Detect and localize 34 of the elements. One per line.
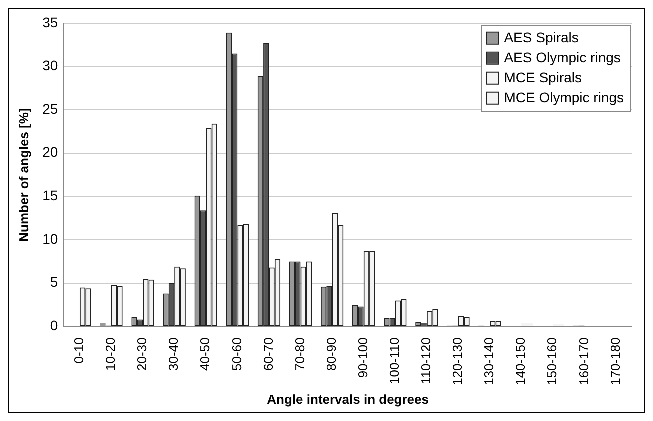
x-tick-label: 60-70 — [260, 338, 276, 371]
x-tick-label: 160-170 — [576, 338, 592, 386]
x-tick-label: 30-40 — [166, 338, 182, 371]
bar — [100, 323, 106, 326]
y-axis-title: Number of angles [%] — [16, 108, 32, 242]
legend-label: AES Spirals — [504, 29, 579, 46]
legend-label: MCE Olympic rings — [504, 89, 624, 106]
x-tick-label: 70-80 — [292, 338, 308, 371]
y-tick-label: 10 — [42, 230, 58, 247]
x-tick-label: 110-120 — [418, 338, 434, 384]
x-tick-label: 40-50 — [198, 338, 213, 371]
y-tick-label: 25 — [42, 100, 58, 117]
x-tick-label: 120-130 — [450, 338, 466, 386]
x-tick-label: 170-180 — [608, 338, 623, 386]
legend-label: MCE Spirals — [504, 69, 582, 86]
y-tick-label: 20 — [42, 144, 58, 160]
x-tick-label: 90-100 — [355, 338, 370, 378]
x-tick-label: 20-30 — [134, 338, 150, 371]
x-axis-title: Angle intervals in degrees — [267, 392, 430, 407]
x-tick-label: 80-90 — [324, 338, 339, 371]
x-tick-label: 50-60 — [229, 338, 244, 371]
y-tick-label: 0 — [50, 318, 58, 334]
x-tick-label: 100-110 — [386, 338, 402, 384]
legend-label: AES Olympic rings — [504, 49, 621, 66]
x-tick-label: 0-10 — [72, 338, 87, 364]
x-tick-label: 140-150 — [513, 338, 528, 386]
y-tick-label: 35 — [42, 14, 58, 30]
y-tick-label: 15 — [42, 188, 58, 204]
x-tick-label: 130-140 — [482, 338, 497, 386]
bar — [421, 323, 427, 326]
x-tick-label: 150-160 — [544, 338, 560, 386]
y-tick-label: 30 — [42, 58, 58, 74]
x-tick-label: 10-20 — [103, 338, 118, 371]
y-tick-label: 5 — [50, 274, 58, 290]
